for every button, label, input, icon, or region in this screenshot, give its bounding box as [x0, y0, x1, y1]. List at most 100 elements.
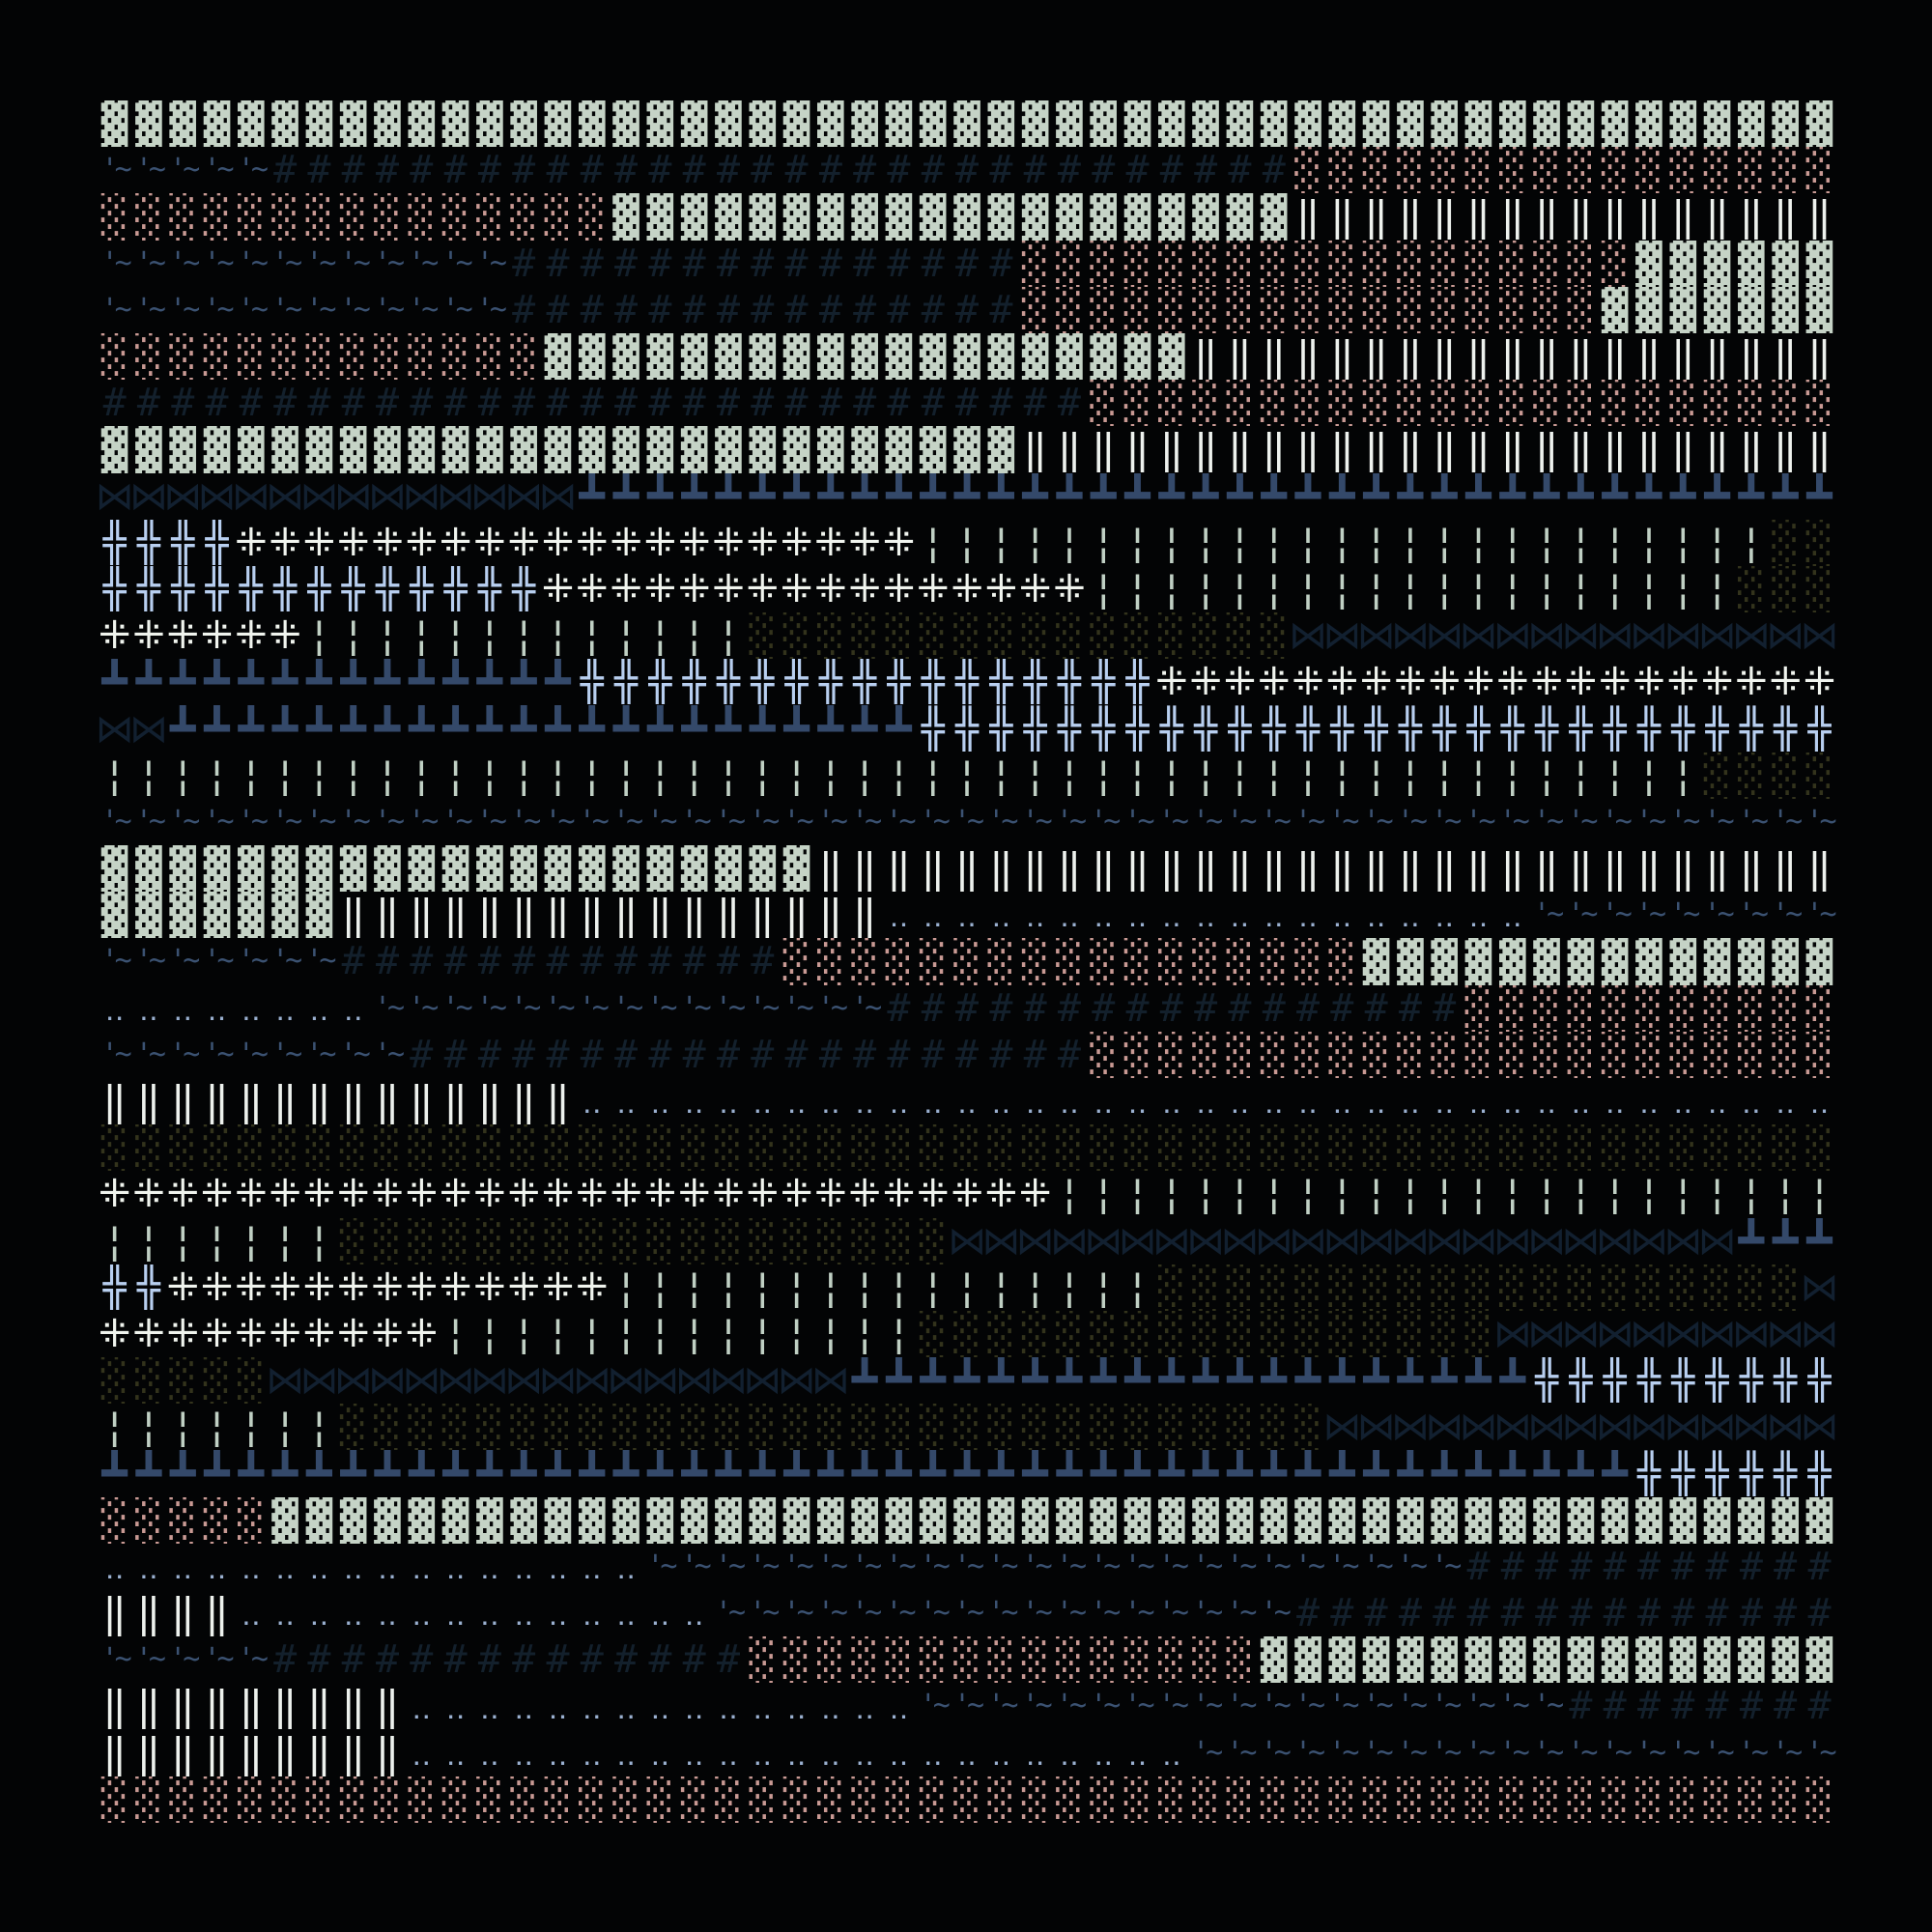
tick-tilde-glyph: '~ [1123, 1596, 1154, 1631]
tick-tilde-glyph: '~ [1567, 804, 1598, 838]
thin-bar-glyph: ¦ [1227, 519, 1253, 566]
tick-tilde-glyph: '~ [305, 245, 336, 280]
dense-block-glyph: ▓ [544, 100, 572, 148]
thin-bar-glyph: ¦ [1124, 1171, 1151, 1218]
pink-dotted-glyph: ░ [476, 332, 503, 381]
bowtie-glyph: ⋈ [1324, 1218, 1359, 1264]
two-dot-glyph: ‥ [445, 1599, 466, 1634]
tee-glyph: ┻ [476, 659, 503, 706]
dense-block-glyph: ▓ [1192, 1496, 1219, 1544]
thin-bar-glyph: ¦ [954, 1264, 980, 1311]
thin-bar-glyph: ¦ [647, 1264, 673, 1311]
tick-tilde-glyph: '~ [305, 1037, 336, 1071]
double-cross-glyph: ╬ [1262, 706, 1286, 752]
tick-tilde-glyph: '~ [1192, 1596, 1223, 1631]
tee-glyph: ┻ [1635, 472, 1662, 520]
bowtie-glyph: ⋈ [131, 706, 166, 752]
dense-block-glyph: ▓ [1703, 240, 1731, 287]
dense-block-glyph: ▓ [1805, 240, 1833, 287]
dense-block-glyph: ▓ [339, 1496, 367, 1544]
hash-glyph: # [1535, 1544, 1559, 1589]
dense-block-glyph: ▓ [1669, 1636, 1697, 1684]
two-dot-glyph: ‥ [1264, 900, 1284, 935]
pink-dotted-glyph: ░ [1498, 1776, 1526, 1823]
pink-dotted-glyph: ░ [1294, 286, 1321, 333]
thin-bar-glyph: ¦ [1398, 565, 1423, 612]
thin-bar-glyph: ¦ [886, 1264, 912, 1311]
two-dot-glyph: ‥ [1094, 900, 1114, 935]
tick-tilde-glyph: '~ [237, 245, 269, 280]
tick-tilde-glyph: '~ [373, 990, 405, 1025]
olive-dotted-glyph: ░ [680, 1404, 708, 1451]
tick-tilde-glyph: '~ [408, 245, 439, 280]
dense-block-glyph: ▓ [100, 845, 128, 893]
double-bar-glyph: ‖ [1262, 426, 1287, 473]
pink-dotted-glyph: ░ [1397, 1031, 1424, 1078]
tick-tilde-glyph: '~ [1293, 804, 1325, 838]
thin-bar-glyph: ¦ [545, 1310, 571, 1357]
tick-tilde-glyph: '~ [749, 1596, 780, 1631]
double-bar-glyph: ‖ [1465, 193, 1492, 241]
tick-tilde-glyph: '~ [1328, 1689, 1359, 1723]
pink-dotted-glyph: ░ [1738, 984, 1765, 1032]
double-bar-glyph: ‖ [1500, 332, 1525, 381]
bowtie-glyph: ⋈ [1563, 1405, 1599, 1450]
pink-dotted-glyph: ░ [1056, 1636, 1083, 1684]
pink-dotted-glyph: ░ [1362, 1776, 1390, 1823]
pink-dotted-glyph: ░ [1669, 1031, 1697, 1078]
dense-block-glyph: ▓ [510, 426, 538, 473]
pink-dotted-glyph: ░ [1294, 938, 1321, 985]
olive-dotted-glyph: ░ [1123, 612, 1151, 660]
tick-tilde-glyph: '~ [441, 245, 473, 280]
olive-dotted-glyph: ░ [1056, 1310, 1083, 1358]
bowtie-glyph: ⋈ [1598, 1218, 1633, 1264]
double-cross-glyph: ╬ [955, 660, 980, 705]
pink-dotted-glyph: ░ [374, 1776, 401, 1823]
tick-tilde-glyph: '~ [237, 944, 269, 979]
two-dot-glyph: ‥ [957, 1087, 978, 1122]
pink-dotted-glyph: ░ [1601, 1031, 1629, 1078]
dense-block-glyph: ▓ [715, 100, 742, 148]
dotted-cross-glyph: ⁜ [473, 1264, 506, 1310]
hash-glyph: # [989, 287, 1013, 332]
tick-tilde-glyph: '~ [237, 292, 269, 327]
dense-block-glyph: ▓ [953, 193, 980, 241]
pink-dotted-glyph: ░ [1226, 240, 1254, 287]
glyph-row: ‥ ‥ ‥ ‥ ‥ ‥ ‥ ‥ '~ '~ '~ '~ '~ '~ '~ '~ '~ '~ '~ '~ '~ '~ '~ # #… [98, 985, 1836, 1032]
pink-dotted-glyph: ░ [1021, 1776, 1049, 1823]
tick-tilde-glyph: '~ [885, 1548, 916, 1583]
pink-dotted-glyph: ░ [169, 332, 197, 381]
olive-dotted-glyph: ░ [374, 1404, 401, 1451]
tick-tilde-glyph: '~ [1226, 1596, 1257, 1631]
double-bar-glyph: ‖ [204, 1590, 230, 1637]
tick-tilde-glyph: '~ [100, 153, 132, 187]
olive-dotted-glyph: ░ [1805, 752, 1833, 799]
two-dot-glyph: ‥ [1776, 1087, 1796, 1122]
dotted-cross-glyph: ⁜ [541, 1172, 575, 1217]
double-bar-glyph: ‖ [1124, 845, 1151, 893]
olive-dotted-glyph: ░ [1464, 1124, 1492, 1172]
hash-glyph: # [1023, 985, 1047, 1031]
hash-glyph: # [410, 939, 434, 984]
dense-block-glyph: ▓ [1738, 286, 1765, 333]
thin-bar-glyph: ¦ [1500, 1171, 1525, 1218]
thin-bar-glyph: ¦ [1023, 752, 1048, 799]
dotted-cross-glyph: ⁜ [1394, 660, 1427, 705]
pink-dotted-glyph: ░ [1431, 240, 1459, 287]
tick-tilde-glyph: '~ [1293, 1689, 1325, 1723]
hash-glyph: # [716, 241, 741, 286]
pink-dotted-glyph: ░ [1397, 1776, 1424, 1823]
dotted-cross-glyph: ⁜ [746, 566, 780, 611]
dense-block-glyph: ▓ [339, 100, 367, 148]
thin-bar-glyph: ¦ [1329, 565, 1354, 612]
bowtie-glyph: ⋈ [1086, 1218, 1121, 1264]
hash-glyph: # [887, 381, 911, 426]
hash-glyph: # [818, 287, 842, 332]
tick-tilde-glyph: '~ [646, 1548, 677, 1583]
dense-block-glyph: ▓ [1635, 286, 1662, 333]
tick-tilde-glyph: '~ [339, 245, 371, 280]
dense-block-glyph: ▓ [1431, 1496, 1459, 1544]
two-dot-glyph: ‥ [104, 1552, 125, 1586]
olive-dotted-glyph: ░ [919, 1217, 947, 1264]
tick-tilde-glyph: '~ [1260, 1548, 1292, 1583]
